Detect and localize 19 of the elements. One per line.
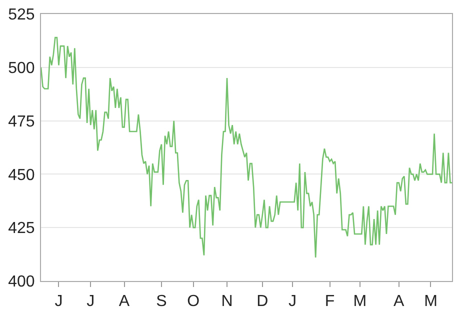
y-tick-label: 525 xyxy=(8,6,35,24)
y-tick-label: 500 xyxy=(8,60,35,77)
y-tick-label: 400 xyxy=(8,274,35,291)
x-tick-label: F xyxy=(324,293,335,310)
y-tick-label: 425 xyxy=(8,220,35,238)
y-tick-label: 475 xyxy=(8,113,35,130)
x-tick-label: N xyxy=(221,293,233,310)
x-tick-label: A xyxy=(118,293,130,310)
x-tick-label: A xyxy=(394,293,405,310)
x-tick-label: M xyxy=(424,293,438,310)
x-tick-label: J xyxy=(54,293,63,310)
x-tick-label: S xyxy=(156,293,167,310)
line-series xyxy=(41,36,452,258)
y-tick-label: 450 xyxy=(8,166,35,184)
x-tick-label: M xyxy=(353,293,367,310)
x-tick-label: O xyxy=(187,293,200,310)
x-tick-label: D xyxy=(256,293,268,310)
x-tick-label: J xyxy=(288,293,297,310)
x-tick-label: J xyxy=(86,293,95,310)
